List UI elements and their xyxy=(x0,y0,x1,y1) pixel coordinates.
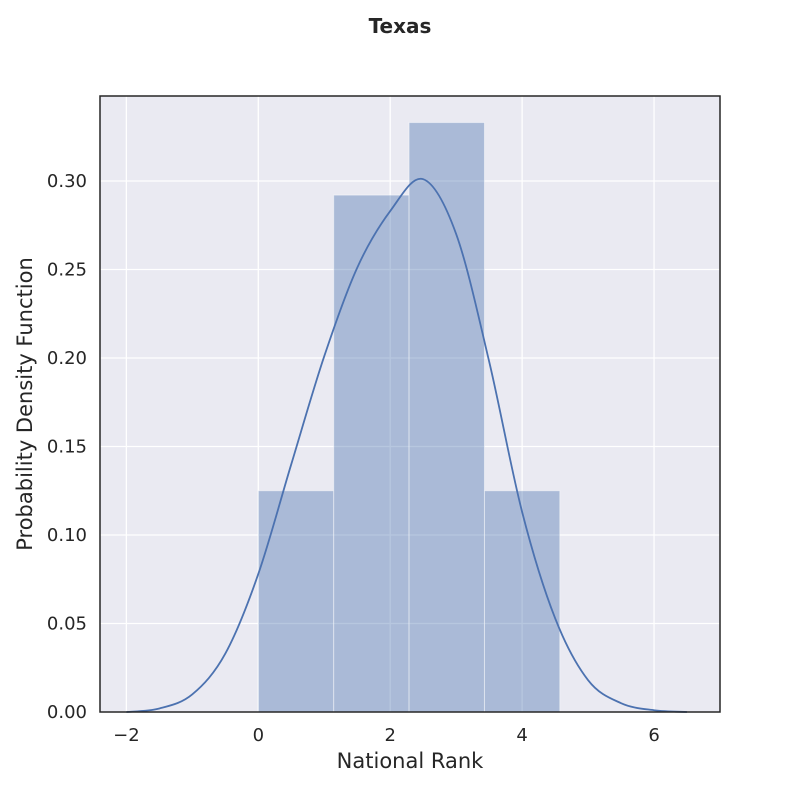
x-tick-label: 2 xyxy=(384,725,395,746)
x-axis-label: National Rank xyxy=(337,749,484,773)
x-tick-label: 6 xyxy=(648,725,659,746)
histogram-bar xyxy=(333,194,410,713)
y-tick-label: 0.00 xyxy=(47,702,87,723)
y-tick-label: 0.05 xyxy=(47,613,87,634)
x-tick-label: 0 xyxy=(253,725,264,746)
y-tick-label: 0.20 xyxy=(47,348,87,369)
y-tick-label: 0.15 xyxy=(47,436,87,457)
plot-frame xyxy=(99,95,721,713)
histogram-bar xyxy=(257,490,335,713)
chart-title: Texas xyxy=(369,14,432,38)
y-tick-label: 0.25 xyxy=(47,259,87,280)
plot-area xyxy=(100,96,720,712)
histogram-bars xyxy=(257,122,561,713)
y-axis-label: Probability Density Function xyxy=(13,257,37,551)
x-tick-label: 4 xyxy=(516,725,527,746)
histogram-bar xyxy=(408,122,485,713)
x-tick-label: −2 xyxy=(113,725,140,746)
histogram-bar xyxy=(483,490,561,713)
y-tick-label: 0.10 xyxy=(47,525,87,546)
y-tick-label: 0.30 xyxy=(47,171,87,192)
kde-curve xyxy=(126,177,688,713)
y-axis-ticks: 0.00 0.05 0.10 0.15 0.20 0.25 0.30 xyxy=(47,171,87,723)
x-axis-ticks: −2 0 2 4 6 xyxy=(113,725,660,746)
